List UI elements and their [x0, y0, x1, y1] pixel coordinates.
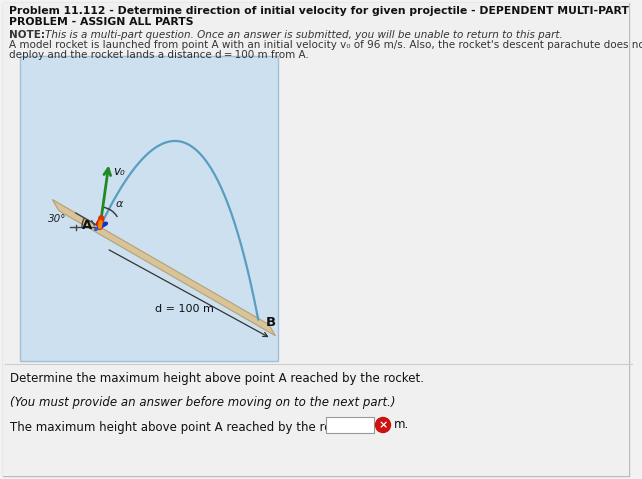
Polygon shape: [53, 199, 275, 336]
Text: α: α: [116, 199, 123, 209]
Text: A model rocket is launched from point A with an initial velocity v₀ of 96 m/s. A: A model rocket is launched from point A …: [9, 40, 642, 50]
Text: 30°: 30°: [48, 214, 66, 224]
Text: B: B: [266, 317, 276, 330]
Text: NOTE:: NOTE:: [9, 30, 49, 40]
Text: The maximum height above point A reached by the rocket is: The maximum height above point A reached…: [10, 421, 370, 434]
Text: ×: ×: [378, 420, 388, 430]
Bar: [20, 56, 278, 361]
Text: d = 100 m: d = 100 m: [155, 304, 213, 314]
Text: v₀: v₀: [113, 165, 125, 178]
Text: m.: m.: [394, 419, 409, 432]
Text: PROBLEM - ASSIGN ALL PARTS: PROBLEM - ASSIGN ALL PARTS: [9, 17, 193, 27]
Bar: [326, 417, 374, 433]
Text: (You must provide an answer before moving on to the next part.): (You must provide an answer before movin…: [10, 396, 395, 409]
Text: Problem 11.112 - Determine direction of initial velocity for given projectile - : Problem 11.112 - Determine direction of …: [9, 6, 629, 16]
Text: Determine the maximum height above point A reached by the rocket.: Determine the maximum height above point…: [10, 372, 424, 385]
Text: deploy and the rocket lands a distance d = 100 m from A.: deploy and the rocket lands a distance d…: [9, 50, 309, 60]
Text: This is a multi-part question. Once an answer is submitted, you will be unable t: This is a multi-part question. Once an a…: [45, 30, 563, 40]
Circle shape: [376, 418, 390, 433]
Text: A: A: [82, 218, 92, 231]
